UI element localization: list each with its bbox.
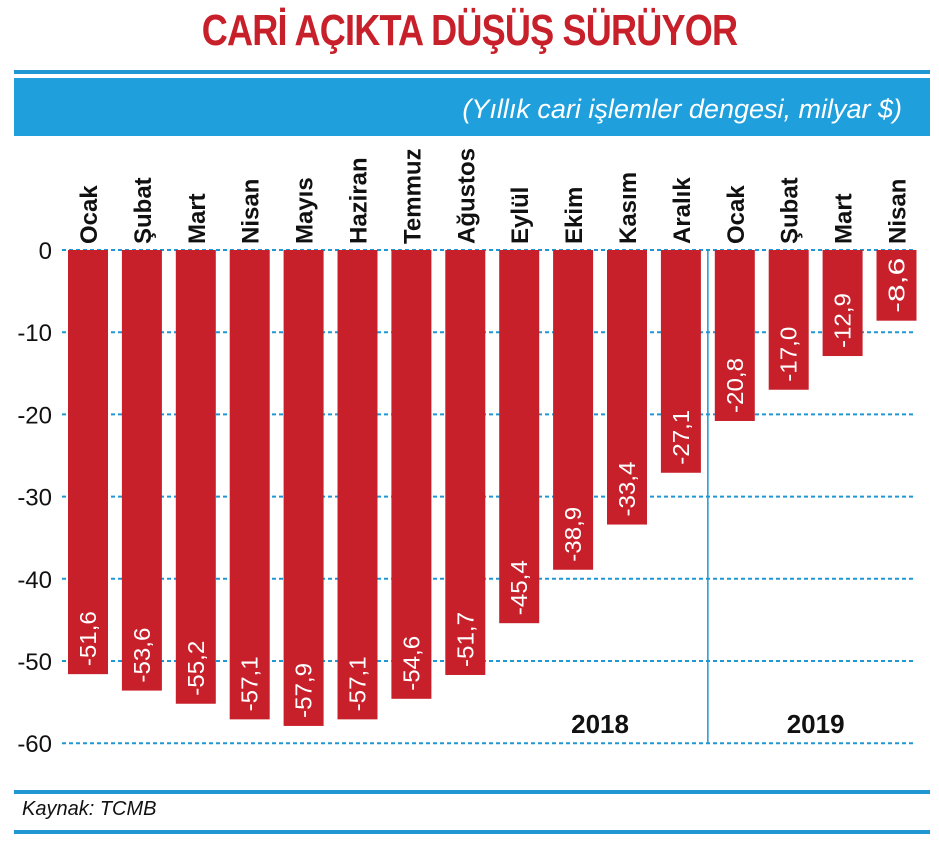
x-category-label: Ekim (561, 187, 588, 244)
x-category-label: Şubat (130, 177, 157, 244)
y-tick-label: -10 (17, 320, 52, 347)
bar-value-label: -57,1 (345, 656, 371, 711)
bar-value-label: -17,0 (776, 327, 802, 382)
x-category-label: Temmuz (399, 148, 426, 244)
bar-value-label: -57,9 (291, 663, 317, 718)
y-tick-label: -20 (17, 402, 52, 429)
bar (175, 250, 216, 704)
x-category-label: Nisan (885, 179, 912, 244)
x-category-label: Aralık (669, 177, 696, 244)
bar (660, 250, 701, 473)
source-rule (14, 790, 930, 794)
chart-title: CARİ AÇIKTA DÜŞÜŞ SÜRÜYOR (201, 6, 738, 55)
y-tick-label: -60 (17, 731, 52, 758)
bar (121, 250, 162, 691)
x-category-label: Mayıs (292, 177, 319, 244)
bar-value-label: -33,4 (614, 461, 640, 516)
bar-value-label: -27,1 (668, 410, 694, 465)
bar (391, 250, 432, 699)
x-category-label: Şubat (777, 177, 804, 244)
bar (607, 250, 647, 525)
bar-value-label: -55,2 (183, 641, 209, 696)
x-category-label: Haziran (346, 157, 373, 244)
x-category-label: Kasım (615, 172, 642, 244)
bar (229, 250, 270, 720)
bar (714, 250, 755, 421)
bar (553, 250, 594, 570)
year-group-label: 2019 (787, 709, 845, 739)
bar (876, 250, 917, 321)
year-group-label: 2018 (571, 709, 629, 739)
bar-value-label: -57,1 (237, 656, 263, 711)
y-tick-label: -50 (17, 649, 52, 676)
chart-subtitle: (Yıllık cari işlemler dengesi, milyar $) (462, 94, 902, 124)
x-category-label: Ocak (723, 185, 750, 244)
top-rule (14, 70, 930, 74)
bar (337, 250, 378, 720)
bar (68, 250, 108, 675)
bar-value-label: -54,6 (398, 636, 424, 691)
bar (822, 250, 863, 357)
bottom-rule (14, 830, 930, 834)
y-tick-label: 0 (39, 238, 52, 265)
x-category-label: Mart (831, 193, 858, 244)
subtitle-bar: (Yıllık cari işlemler dengesi, milyar $) (14, 78, 930, 136)
y-tick-label: -40 (17, 567, 52, 594)
bar-value-label: -38,9 (560, 507, 586, 562)
bar-value-label: -12,9 (830, 293, 856, 348)
bar-value-label: -20,8 (722, 358, 748, 413)
x-category-label: Nisan (238, 179, 265, 244)
y-tick-label: -30 (17, 485, 52, 512)
x-category-label: Ağustos (453, 148, 480, 244)
x-category-label: Mart (184, 193, 211, 244)
x-category-label: Ocak (76, 185, 103, 244)
bar-value-label: -45,4 (506, 560, 532, 615)
x-category-label: Eylül (507, 187, 534, 244)
bar (499, 250, 540, 624)
bar-value-label: -51,6 (75, 611, 101, 666)
bar-value-label: -53,6 (129, 628, 155, 683)
bar (445, 250, 486, 675)
bar-value-label: -8,6 (884, 258, 910, 313)
source-note: Kaynak: TCMB (22, 798, 157, 820)
bar-value-label: -51,7 (452, 612, 478, 667)
bar (283, 250, 324, 726)
bar (768, 250, 809, 390)
